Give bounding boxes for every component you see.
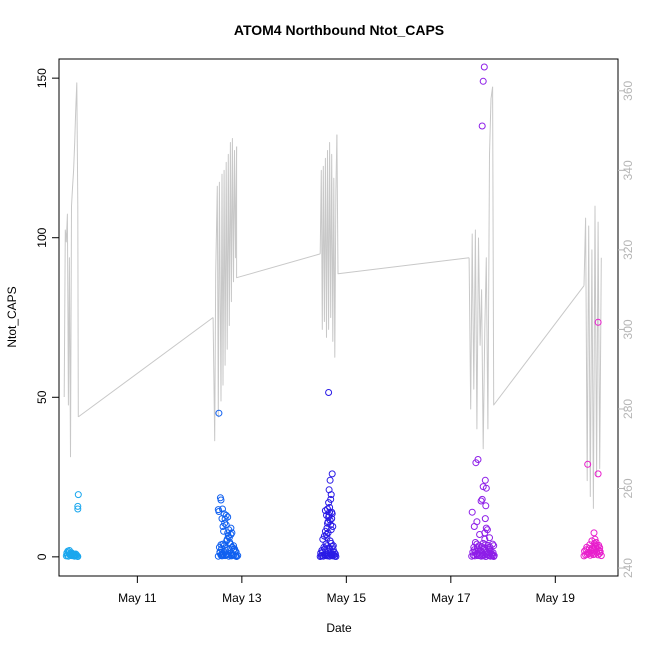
point-s1-55: [218, 550, 225, 558]
x-tick-label-4: May 19: [536, 591, 576, 605]
y-tick-label-3: 150: [35, 68, 49, 88]
y2-tick-label-5: 340: [621, 160, 635, 180]
point-s1-52: [226, 540, 234, 548]
line-segment-4: [319, 134, 338, 358]
point-s3-54: [474, 456, 482, 463]
x-tick-label-2: May 15: [327, 591, 367, 605]
point-s1-49: [220, 510, 228, 518]
scatter-point-layer: [62, 63, 605, 560]
x-tick-label-0: May 11: [118, 591, 157, 605]
y-axis-left: 0 50 100 150: [35, 68, 59, 560]
point-s0-26: [74, 505, 82, 513]
point-s3-63: [481, 529, 489, 537]
point-s3-51: [486, 543, 494, 551]
line-segment-0: [63, 82, 79, 458]
line-segment-8: [583, 205, 602, 509]
chart-title: ATOM4 Northbound Ntot_CAPS: [234, 22, 444, 38]
point-s2-64: [328, 550, 336, 558]
point-s1-54: [216, 548, 224, 556]
line-segment-1: [78, 317, 214, 418]
point-s1-61: [232, 552, 240, 560]
point-s1-47: [215, 409, 223, 417]
point-s3-42: [490, 552, 498, 560]
point-s1-36: [221, 519, 229, 527]
point-s1-60: [223, 535, 231, 543]
point-s2-30: [331, 550, 339, 558]
point-s2-52: [327, 495, 335, 503]
point-s3-64: [481, 515, 489, 523]
point-s3-61: [479, 77, 487, 85]
point-s3-59: [486, 534, 493, 542]
point-s2-48: [323, 511, 330, 519]
y2-tick-label-6: 360: [621, 80, 635, 100]
point-s1-58: [227, 551, 235, 559]
point-s1-38: [222, 511, 230, 519]
secondary-line-layer: [63, 82, 602, 509]
y-axis-right: 240 260 280 300 320 340 360: [618, 80, 635, 578]
plot-frame: [58, 58, 619, 577]
point-s1-32: [217, 496, 225, 504]
x-axis-label: Date: [326, 621, 352, 635]
point-s3-45: [478, 495, 486, 503]
x-axis: May 11 May 13 May 15 May 17 May 19: [118, 576, 575, 605]
point-s4-34: [594, 470, 602, 478]
point-s1-50: [222, 521, 230, 529]
point-s3-66: [482, 524, 490, 532]
point-s2-15: [332, 553, 340, 560]
point-s3-65: [482, 502, 490, 510]
point-s1-42: [227, 524, 235, 532]
point-s1-57: [224, 550, 232, 558]
x-tick-label-3: May 17: [431, 591, 471, 605]
point-s1-48: [219, 505, 226, 513]
line-segment-7: [492, 86, 585, 406]
line-segment-2: [212, 138, 238, 442]
point-s2-41: [326, 516, 334, 524]
point-s4-36: [594, 318, 602, 326]
point-s4-33: [590, 529, 598, 537]
point-s0-23: [65, 547, 73, 554]
point-s0-27: [74, 502, 82, 510]
line-segment-5: [336, 134, 470, 275]
y2-tick-label-0: 240: [621, 558, 635, 578]
point-s0-25: [70, 551, 78, 559]
point-s3-55: [477, 497, 485, 505]
point-s1-59: [217, 541, 225, 549]
point-s3-35: [479, 539, 487, 547]
point-s1-43: [228, 529, 236, 537]
point-s4-32: [584, 460, 592, 468]
point-s3-52: [490, 542, 498, 550]
point-s4-35: [591, 535, 599, 543]
point-s3-57: [481, 476, 489, 484]
y2-tick-label-1: 260: [621, 478, 635, 498]
point-s3-43: [468, 508, 476, 516]
y2-tick-label-2: 280: [621, 399, 635, 419]
point-s2-54: [323, 534, 331, 542]
point-s2-53: [328, 508, 336, 516]
point-s2-61: [325, 389, 333, 396]
point-s2-46: [329, 523, 337, 530]
point-s2-57: [326, 476, 334, 484]
point-s2-55: [324, 529, 332, 537]
point-s3-58: [482, 484, 490, 492]
y-tick-label-0: 0: [35, 553, 49, 560]
point-s3-48: [470, 523, 478, 530]
point-s4-22: [596, 548, 604, 556]
y2-tick-label-3: 300: [621, 319, 635, 339]
point-s2-59: [328, 470, 336, 478]
point-s2-58: [327, 491, 335, 499]
point-s3-30: [471, 539, 479, 546]
line-segment-6: [468, 86, 494, 450]
point-s0-28: [74, 491, 82, 499]
y-tick-label-1: 50: [35, 390, 49, 404]
point-s3-60: [478, 122, 486, 130]
x-tick-label-1: May 13: [222, 591, 262, 605]
line-segment-3: [236, 146, 321, 279]
point-s3-68: [478, 551, 486, 559]
y2-tick-label-4: 320: [621, 240, 635, 260]
y-axis-label: Ntot_CAPS: [5, 286, 19, 347]
point-s4-31: [596, 544, 604, 552]
y-tick-label-2: 100: [35, 227, 49, 247]
point-s3-62: [480, 63, 488, 71]
